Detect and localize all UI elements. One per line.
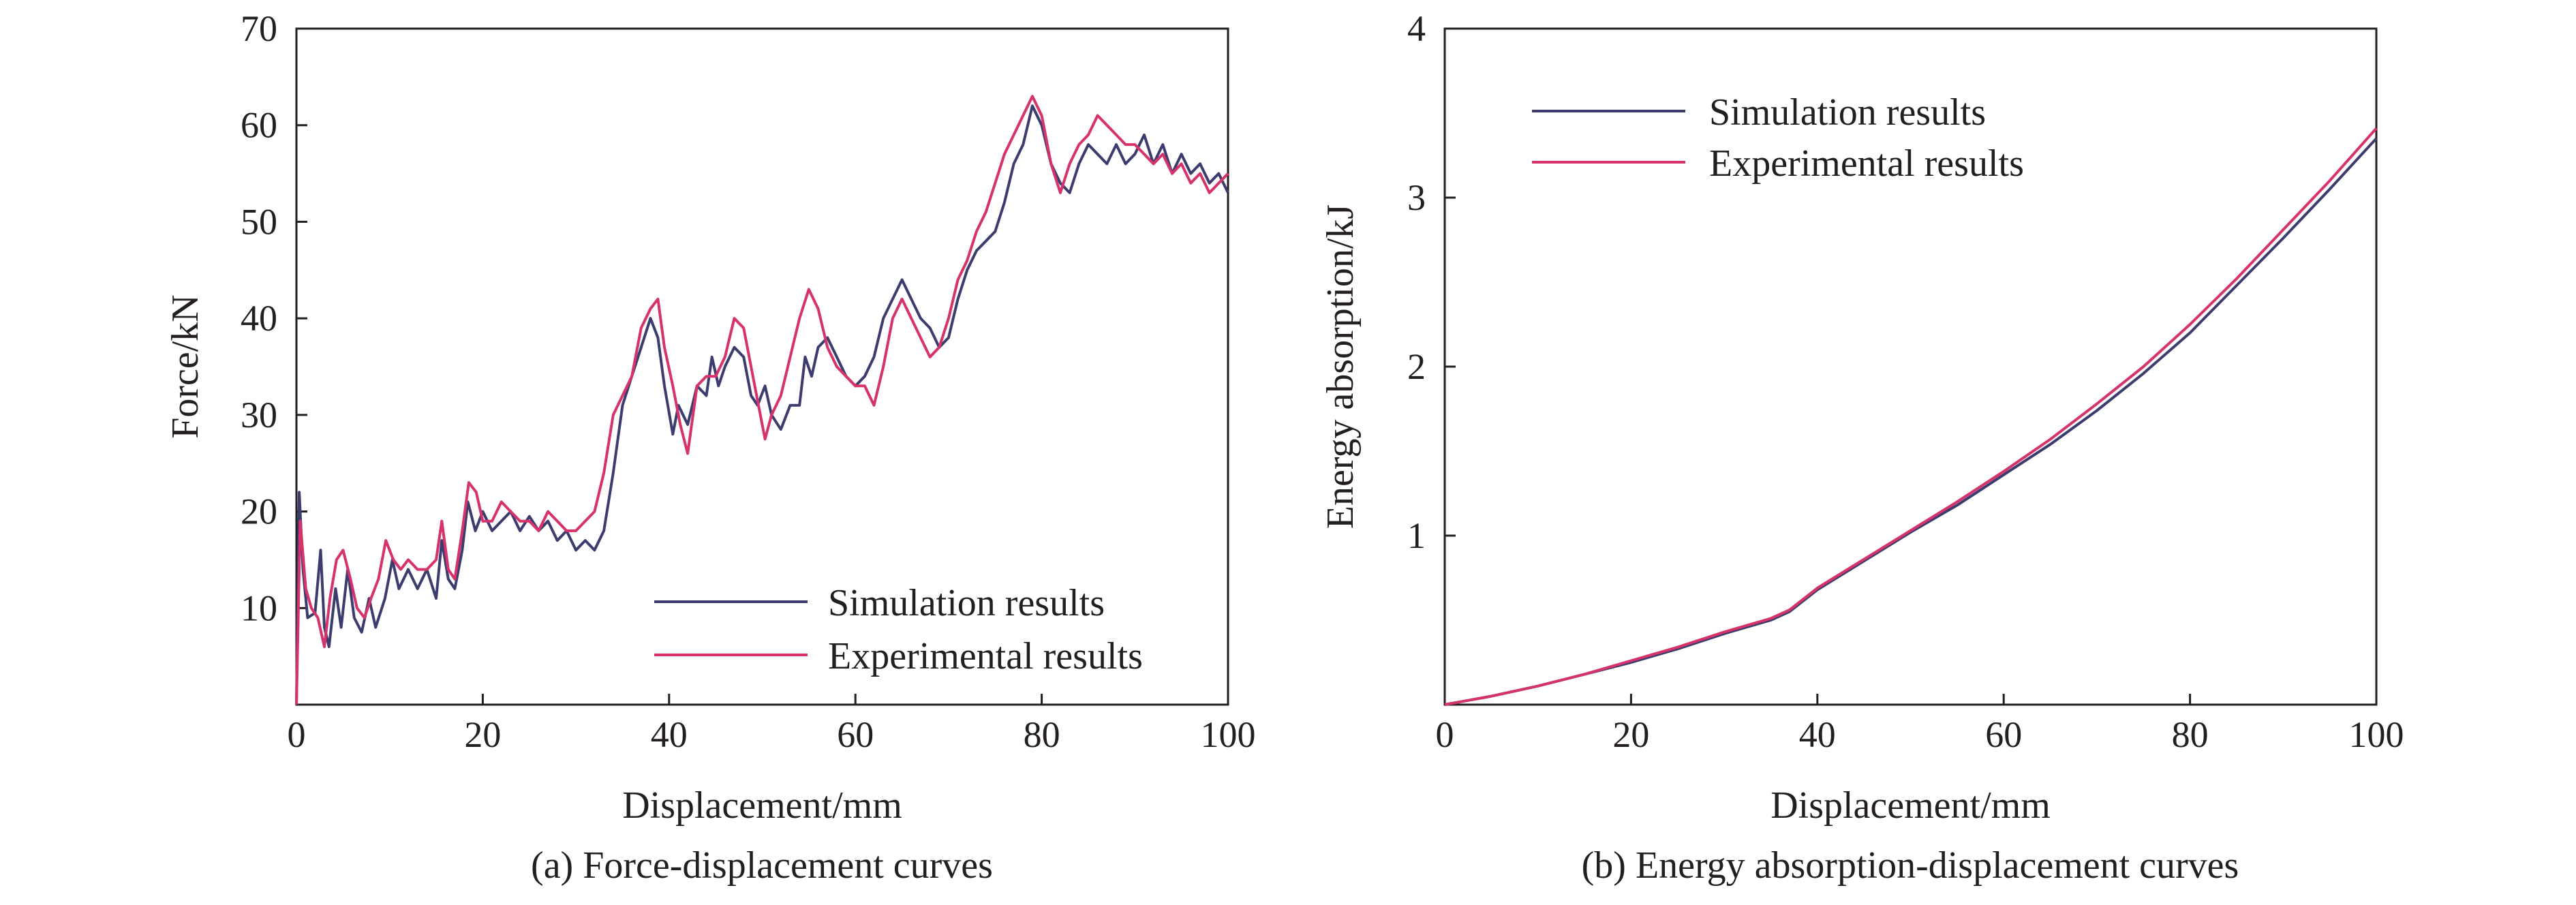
y-tick-label: 3 <box>1407 177 1426 218</box>
y-tick-label: 70 <box>241 8 277 49</box>
x-tick-label: 40 <box>1799 714 1836 755</box>
y-axis-label: Energy absorption/kJ <box>1319 204 1362 529</box>
legend-label: Simulation results <box>828 582 1105 624</box>
legend-label: Simulation results <box>1709 91 1986 134</box>
series-line-experimental <box>295 95 1229 705</box>
x-tick-label: 0 <box>1436 714 1454 755</box>
legend-label: Experimental results <box>1709 142 2024 185</box>
x-tick-label: 100 <box>1201 714 1256 755</box>
y-tick-label: 4 <box>1407 8 1426 49</box>
y-tick-label: 10 <box>241 587 277 628</box>
y-tick-label: 1 <box>1407 515 1426 556</box>
x-tick-label: 0 <box>288 714 306 755</box>
x-tick-label: 100 <box>2349 714 2404 755</box>
y-tick-label: 50 <box>241 201 277 242</box>
legend-label: Experimental results <box>828 635 1143 677</box>
panel-a-force-displacement: 0 20 40 60 80 100 10 20 30 40 50 60 70 Displacement/m… <box>164 8 1256 887</box>
panel-caption: (b) Energy absorption-displacement curve… <box>1582 844 2239 887</box>
x-tick-label: 80 <box>2172 714 2209 755</box>
y-tick-label: 2 <box>1407 346 1426 387</box>
series-line-simulation <box>1444 137 2378 706</box>
panel-b-energy-absorption: 0 20 40 60 80 100 1 2 3 4 Displacement/mm Energy ab… <box>1319 8 2404 887</box>
x-tick-label: 20 <box>1612 714 1649 755</box>
x-axis-label: Displacement/mm <box>1770 784 2051 827</box>
series-line-experimental <box>1444 127 2378 706</box>
x-tick-label: 40 <box>651 714 688 755</box>
y-axis-label: Force/kN <box>164 294 206 439</box>
y-tick-label: 40 <box>241 298 277 339</box>
x-tick-label: 60 <box>1985 714 2022 755</box>
x-tick-label: 80 <box>1024 714 1060 755</box>
plot-frame <box>295 27 1229 706</box>
y-tick-label: 30 <box>241 395 277 435</box>
panel-caption: (a) Force-displacement curves <box>531 844 993 887</box>
x-tick-label: 20 <box>464 714 501 755</box>
y-tick-label: 60 <box>241 105 277 146</box>
y-tick-label: 20 <box>241 491 277 532</box>
x-tick-label: 60 <box>837 714 874 755</box>
x-axis-label: Displacement/mm <box>622 784 902 827</box>
